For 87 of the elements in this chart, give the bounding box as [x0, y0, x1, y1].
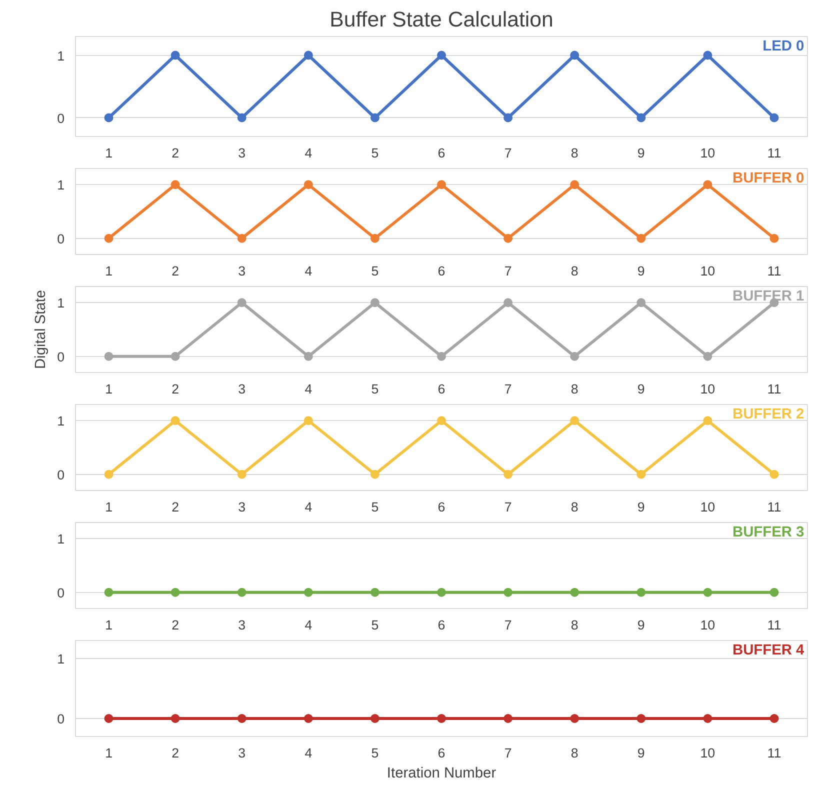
x-tick-label: 8: [570, 746, 578, 760]
x-tick-label: 11: [767, 618, 782, 632]
x-tick-label: 7: [504, 382, 512, 396]
y-tick-label: 0: [57, 467, 65, 482]
chart-title: Buffer State Calculation: [330, 8, 554, 32]
x-tick-label: 9: [637, 146, 645, 160]
x-tick-label: 5: [371, 746, 379, 760]
series-label: BUFFER 2: [732, 406, 804, 422]
y-tick-label: 1: [57, 296, 65, 311]
x-tick-label: 2: [172, 746, 180, 760]
x-tick-label: 2: [172, 264, 180, 278]
x-tick-label: 8: [570, 382, 578, 396]
x-tick-label: 4: [304, 264, 313, 278]
x-tick-label: 10: [700, 146, 716, 160]
y-tick-label: 0: [57, 231, 65, 246]
x-tick-label: 5: [371, 382, 379, 396]
y-tick-label: 0: [57, 712, 65, 726]
x-tick-label: 5: [371, 146, 379, 160]
x-tick-label: 3: [238, 382, 246, 396]
x-tick-label: 7: [504, 618, 512, 632]
x-tick-label: 6: [438, 264, 446, 278]
x-tick-label: 3: [238, 618, 246, 632]
y-tick-label: 1: [57, 178, 65, 193]
x-tick-label: 1: [105, 264, 112, 278]
x-tick-label: 11: [767, 500, 782, 514]
x-tick-label: 4: [304, 146, 313, 160]
x-tick-label: 4: [304, 746, 313, 760]
x-tick-label: 2: [172, 146, 180, 160]
x-tick-label: 4: [304, 382, 313, 396]
x-tick-label: 1: [105, 618, 112, 632]
x-tick-label: 8: [570, 264, 578, 278]
x-tick-label: 11: [767, 746, 782, 760]
x-tick-label: 9: [637, 264, 645, 278]
x-tick-label: 5: [371, 500, 379, 514]
x-tick-label: 11: [767, 264, 782, 278]
x-tick-label: 1: [105, 146, 112, 160]
x-tick-label: 10: [700, 746, 716, 760]
x-tick-label: 9: [637, 618, 645, 632]
text: BUFFER 3: [732, 524, 804, 540]
series-label: BUFFER 0: [732, 170, 804, 186]
y-tick-label: 1: [57, 414, 65, 429]
x-tick-label: 3: [238, 500, 246, 514]
x-tick-label: 8: [570, 146, 578, 160]
y-axis-title: Digital State: [33, 290, 50, 370]
x-tick-label: 8: [570, 500, 578, 514]
y-tick-label: 0: [57, 349, 65, 364]
x-tick-label: 7: [504, 500, 512, 514]
series-label: BUFFER 1: [732, 288, 804, 304]
x-tick-label: 1: [105, 382, 112, 396]
x-tick-label: 2: [172, 618, 180, 632]
x-tick-label: 11: [767, 382, 782, 396]
x-tick-label: 6: [438, 746, 446, 760]
x-tick-label: 7: [504, 146, 512, 160]
text: BUFFER 4: [732, 642, 806, 658]
x-tick-label: 5: [371, 264, 379, 278]
y-tick-label: 1: [57, 652, 65, 666]
x-tick-label: 3: [238, 146, 246, 160]
x-tick-label: 10: [700, 500, 716, 514]
y-tick-label: 0: [57, 110, 65, 126]
y-tick-label: 0: [57, 585, 65, 600]
x-tick-label: 9: [637, 382, 645, 396]
x-tick-label: 10: [700, 618, 716, 632]
y-tick-label: 1: [57, 48, 65, 64]
x-tick-label: 11: [767, 146, 782, 160]
x-tick-label: 4: [304, 618, 313, 632]
x-tick-label: 5: [371, 618, 379, 632]
x-tick-label: 9: [637, 746, 645, 760]
x-tick-label: 6: [438, 146, 446, 160]
x-tick-label: 6: [438, 500, 446, 514]
x-tick-label: 10: [700, 382, 716, 396]
x-tick-label: 2: [172, 500, 180, 514]
x-tick-label: 3: [238, 264, 246, 278]
x-tick-label: 1: [105, 746, 112, 760]
x-tick-label: 7: [504, 746, 512, 760]
x-tick-label: 9: [637, 500, 645, 514]
x-tick-label: 3: [238, 746, 246, 760]
x-tick-label: 8: [570, 618, 578, 632]
x-tick-label: 6: [438, 618, 446, 632]
x-tick-label: 6: [438, 382, 446, 396]
y-tick-label: 1: [57, 532, 65, 547]
x-tick-label: 1: [105, 500, 112, 514]
x-tick-label: 10: [700, 264, 716, 278]
x-axis-title: Iteration Number: [386, 766, 496, 782]
x-tick-label: 2: [172, 382, 180, 396]
x-tick-label: 7: [504, 264, 512, 278]
text: LED 0: [762, 38, 804, 54]
x-tick-label: 4: [304, 500, 313, 514]
